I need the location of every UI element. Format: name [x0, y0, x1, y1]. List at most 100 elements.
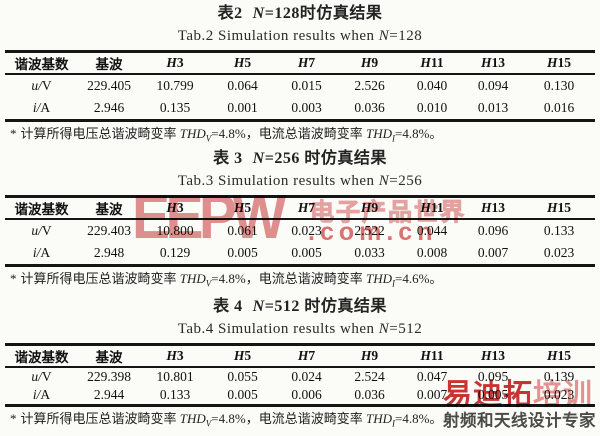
- header-cell: H9: [338, 344, 401, 368]
- value-cell: 0.023: [543, 386, 575, 402]
- table4-caption-en-prefix: Tab.4 Simulation results when: [177, 321, 379, 337]
- table4-caption-en: Tab.4 Simulation results when N=512: [0, 320, 600, 338]
- table4: 谐波基数 基波 H3 H5 H7 H9 H11 H13 H15 u/V 229.…: [5, 343, 595, 407]
- variable-n: N: [252, 150, 265, 167]
- table-row: u/V 229.403 10.800 0.061 0.023 2.522 0.0…: [5, 219, 595, 242]
- table2-footnote: * 计算所得电压总谐波畸变率 THDV=4.8%，电流总谐波畸变率 THDI=4.…: [10, 126, 600, 147]
- table4-footnote: * 计算所得电压总谐波畸变率 THDV=4.8%，电流总谐波畸变率 THDI=4.…: [10, 411, 600, 432]
- thd-v-value: =4.8%，: [211, 125, 259, 141]
- value-cell: 229.398: [87, 369, 131, 384]
- value-cell: 2.944: [93, 386, 125, 402]
- header-cell: H13: [463, 196, 523, 220]
- value-cell: 0.129: [159, 244, 191, 260]
- table-row: u/V 229.398 10.801 0.055 0.024 2.524 0.0…: [5, 367, 595, 386]
- table3-caption-en: Tab.3 Simulation results when N=256: [0, 172, 600, 190]
- value-cell: 2.522: [354, 223, 385, 238]
- header-cell: 基波: [78, 196, 140, 220]
- header-cell: H13: [463, 51, 523, 75]
- value-cell: 0.023: [291, 223, 322, 238]
- value-cell: 0.047: [416, 369, 448, 384]
- value-cell: 2.948: [93, 244, 125, 260]
- row-label: i/A: [32, 244, 51, 260]
- header-cell: H13: [463, 344, 523, 368]
- value-cell: 0.096: [477, 223, 509, 238]
- value-cell: 0.016: [543, 99, 575, 115]
- value-cell: 0.006: [291, 386, 322, 402]
- header-cell: 谐波基数: [5, 51, 78, 75]
- header-cell: H5: [210, 344, 275, 368]
- value-cell: 0.064: [227, 78, 258, 93]
- footnote-marker: *: [10, 270, 17, 286]
- value-cell: 0.024: [291, 369, 322, 384]
- value-cell: 0.044: [416, 223, 448, 238]
- thd-v-subscript: V: [205, 418, 212, 429]
- table3-footnote: * 计算所得电压总谐波畸变率 THDV=4.8%，电流总谐波畸变率 THDI=4.…: [10, 271, 600, 292]
- header-cell: H15: [523, 196, 595, 220]
- table2-caption-en-value: =128: [389, 28, 423, 44]
- thd-v-symbol: THD: [179, 270, 206, 286]
- header-cell: H11: [401, 51, 463, 75]
- thd-v-symbol: THD: [179, 410, 206, 426]
- value-cell: 0.005: [227, 244, 258, 260]
- value-cell: 2.526: [354, 78, 385, 93]
- thd-v-subscript: V: [205, 278, 212, 289]
- thd-i-value: =4.8%。: [394, 125, 443, 141]
- table2-block: 表2 N=128时仿真结果 Tab.2 Simulation results wh…: [0, 5, 600, 146]
- thd-i-subscript: I: [391, 133, 395, 144]
- value-cell: 0.001: [227, 99, 258, 115]
- thd-i-symbol: THD: [365, 270, 392, 286]
- footnote-text: 计算所得电压总谐波畸变率: [20, 410, 180, 426]
- value-cell: 2.524: [354, 369, 385, 384]
- table2-caption-en-prefix: Tab.2 Simulation results when: [177, 28, 379, 44]
- table3-caption-en-prefix: Tab.3 Simulation results when: [177, 173, 379, 189]
- row-label: i/A: [32, 99, 51, 115]
- table-row: i/A 2.946 0.135 0.001 0.003 0.036 0.010 …: [5, 97, 595, 120]
- table4-header-row: 谐波基数 基波 H3 H5 H7 H9 H11 H13 H15: [5, 344, 595, 368]
- header-cell: H9: [338, 51, 401, 75]
- thd-i-value: =4.8%。: [394, 410, 443, 426]
- value-cell: 0.005: [291, 244, 322, 260]
- value-cell: 0.061: [227, 223, 258, 238]
- table2-number-zh: 表2: [217, 5, 243, 22]
- table4-caption-en-value: =512: [389, 321, 423, 337]
- row-label: u/V: [31, 223, 52, 238]
- value-cell: 0.033: [354, 244, 385, 260]
- header-cell: H3: [140, 344, 210, 368]
- header-cell: H7: [275, 344, 338, 368]
- value-cell: 0.135: [159, 99, 191, 115]
- thd-v-subscript: V: [205, 133, 212, 144]
- value-cell: 0.055: [227, 369, 258, 384]
- table3-header-row: 谐波基数 基波 H3 H5 H7 H9 H11 H13 H15: [5, 196, 595, 220]
- value-cell: 0.133: [159, 386, 191, 402]
- table3-number-zh: 表 3: [213, 150, 243, 167]
- table4-caption-zh-rest: =512 时仿真结果: [264, 298, 387, 315]
- footnote-text: 计算所得电压总谐波畸变率: [20, 125, 180, 141]
- value-cell: 0.040: [416, 78, 448, 93]
- header-cell: H5: [210, 196, 275, 220]
- thd-v-value: =4.8%，: [211, 270, 259, 286]
- header-cell: H3: [140, 51, 210, 75]
- variable-n: N: [378, 321, 390, 337]
- header-cell: H9: [338, 196, 401, 220]
- footnote-text: 电流总谐波畸变率: [258, 270, 366, 286]
- thd-i-subscript: I: [391, 278, 395, 289]
- value-cell: 10.799: [156, 78, 194, 93]
- footnote-text: 电流总谐波畸变率: [258, 410, 366, 426]
- thd-v-value: =4.8%，: [211, 410, 259, 426]
- header-cell: H15: [523, 51, 595, 75]
- variable-n: N: [378, 28, 390, 44]
- table3: 谐波基数 基波 H3 H5 H7 H9 H11 H13 H15 u/V 229.…: [5, 195, 595, 267]
- header-cell: H3: [140, 196, 210, 220]
- header-cell: H7: [275, 51, 338, 75]
- table3-caption-zh: 表 3 N=256 时仿真结果: [0, 150, 600, 168]
- table-row: i/A 2.944 0.133 0.005 0.006 0.036 0.007 …: [5, 386, 595, 405]
- thd-i-value: =4.6%。: [394, 270, 443, 286]
- table3-caption-en-value: =256: [389, 173, 423, 189]
- table2-header-row: 谐波基数 基波 H3 H5 H7 H9 H11 H13 H15: [5, 51, 595, 75]
- header-cell: H11: [401, 344, 463, 368]
- footnote-text: 计算所得电压总谐波畸变率: [20, 270, 180, 286]
- header-cell: 谐波基数: [5, 196, 78, 220]
- value-cell: 0.133: [543, 223, 575, 238]
- variable-n: N: [252, 5, 265, 22]
- table-row: u/V 229.405 10.799 0.064 0.015 2.526 0.0…: [5, 74, 595, 97]
